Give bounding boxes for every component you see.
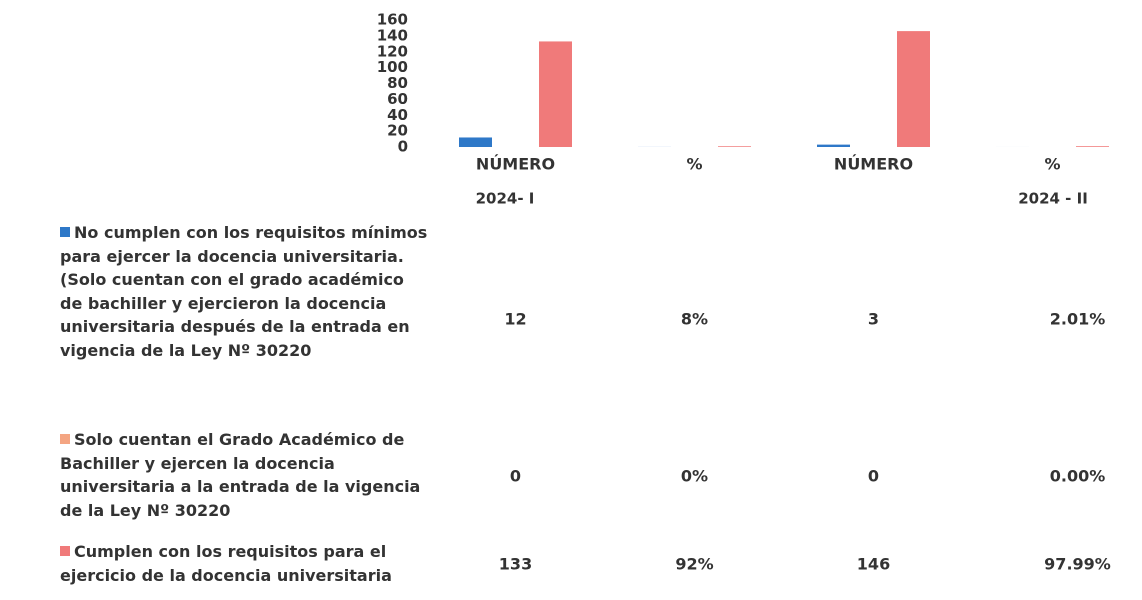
legend-entry: Solo cuentan el Grado Académico de Bachi… (60, 428, 430, 522)
bar (539, 41, 572, 147)
x-tick-label: % (1044, 155, 1060, 174)
y-tick-label: 140 (377, 26, 408, 44)
data-label: 12 (504, 310, 526, 329)
x-tick-label: NÚMERO (476, 155, 555, 174)
data-label: 146 (857, 555, 890, 574)
legend-text: Solo cuentan el Grado Académico de Bachi… (60, 430, 421, 520)
y-tick-label: 160 (377, 11, 408, 29)
data-label: 133 (499, 555, 532, 574)
data-label: 92% (675, 555, 713, 574)
legend-marker (60, 546, 70, 556)
data-label: 8% (681, 310, 708, 329)
data-label: 0% (681, 467, 708, 486)
x-tick-label: % (686, 155, 702, 174)
y-tick-label: 100 (377, 58, 408, 76)
legend-entry: Cumplen con los requisitos para el ejerc… (60, 540, 430, 587)
data-label: 97.99% (1044, 555, 1111, 574)
group-label: 2024 - II (1018, 190, 1088, 208)
y-tick-label: 0 (398, 138, 408, 156)
data-label: 3 (868, 310, 879, 329)
legend-marker (60, 227, 70, 237)
bar (817, 144, 850, 147)
data-label: 2.01% (1050, 310, 1106, 329)
legend-text: Cumplen con los requisitos para el ejerc… (60, 542, 392, 585)
y-tick-label: 40 (387, 106, 408, 124)
y-tick-label: 20 (387, 122, 408, 140)
data-label: 0 (868, 467, 879, 486)
legend-marker (60, 434, 70, 444)
bar (1076, 146, 1109, 147)
legend-entry: No cumplen con los requisitos mínimos pa… (60, 221, 430, 362)
data-label: 0 (510, 467, 521, 486)
y-tick-label: 120 (377, 42, 408, 60)
y-tick-label: 60 (387, 90, 408, 108)
bar (897, 31, 930, 147)
legend-text: No cumplen con los requisitos mínimos pa… (60, 223, 428, 360)
bar (718, 146, 751, 147)
x-tick-label: NÚMERO (834, 155, 913, 174)
bar (459, 137, 492, 147)
data-label: 0.00% (1050, 467, 1106, 486)
group-label: 2024- I (476, 190, 535, 208)
y-tick-label: 80 (387, 74, 408, 92)
